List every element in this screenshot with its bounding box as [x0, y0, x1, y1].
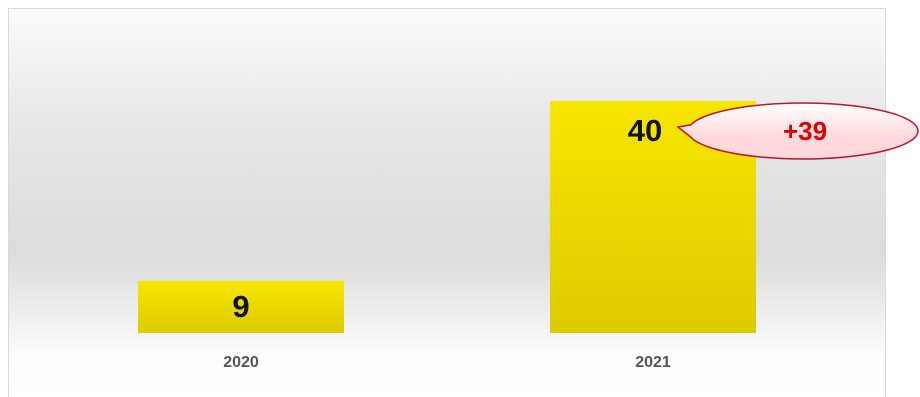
labels-layer: 9 2020 40 2021 [223, 113, 671, 371]
category-label-2020: 2020 [223, 354, 259, 371]
data-label-2020: 9 [232, 289, 249, 324]
data-label-2021: 40 [628, 113, 662, 148]
annotation-callout: +39 [676, 102, 919, 160]
annotation-bubble [676, 102, 919, 160]
bars-layer [138, 101, 756, 333]
bar-2020 [138, 280, 344, 333]
annotation-label: +39 [783, 116, 827, 146]
category-label-2021: 2021 [635, 354, 671, 371]
